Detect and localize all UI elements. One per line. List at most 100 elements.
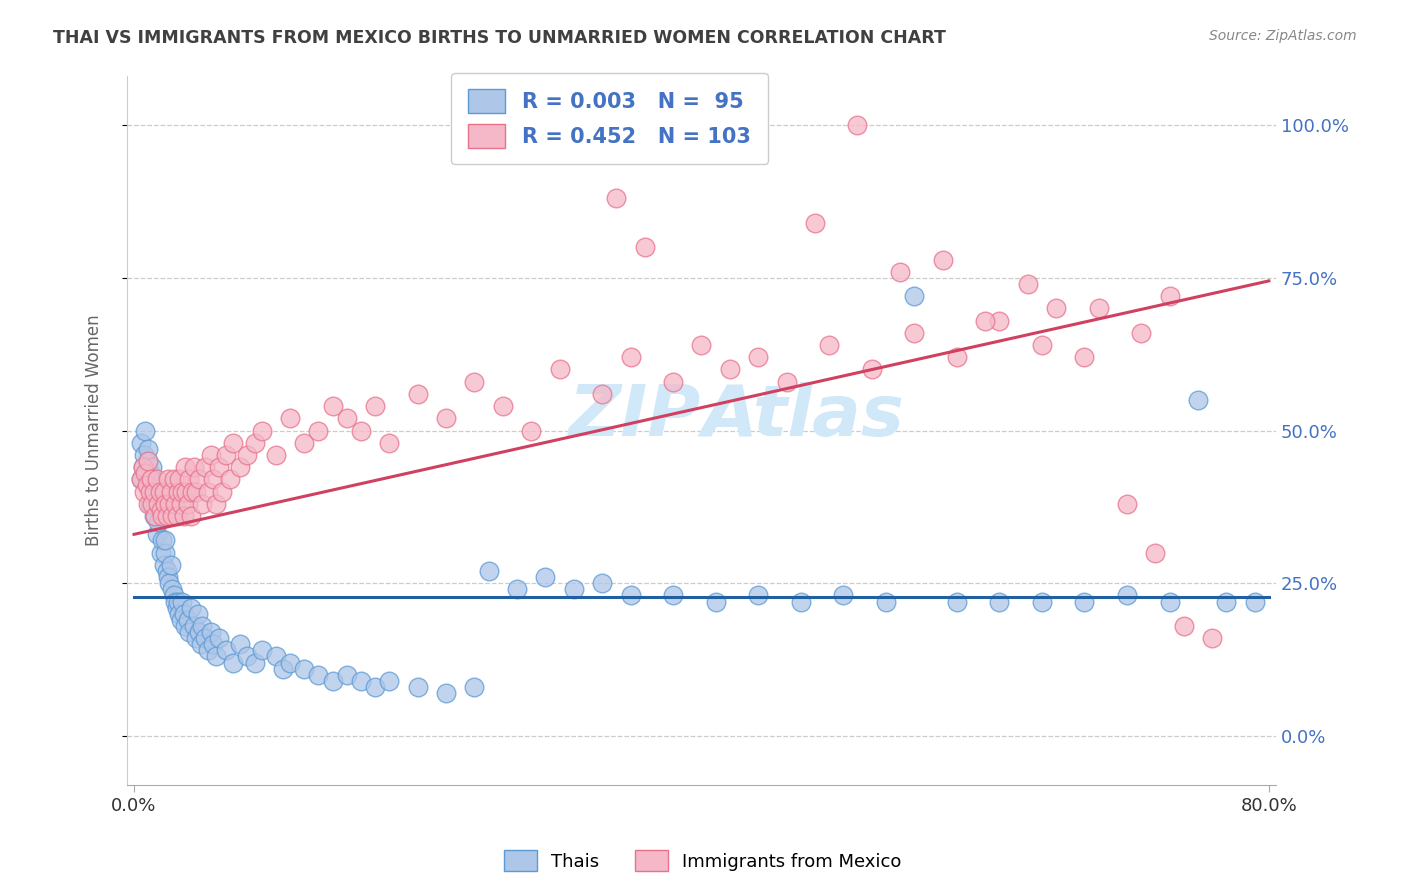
Point: [188, 472, 211, 486]
Point: [1116, 589, 1139, 603]
Point: [322, 399, 344, 413]
Point: [163, 589, 186, 603]
Point: [818, 338, 841, 352]
Point: [506, 582, 529, 597]
Point: [190, 637, 212, 651]
Point: [197, 484, 219, 499]
Point: [191, 619, 214, 633]
Legend: R = 0.003   N =  95, R = 0.452   N = 103: R = 0.003 N = 95, R = 0.452 N = 103: [451, 72, 768, 164]
Point: [157, 472, 180, 486]
Point: [350, 673, 373, 688]
Point: [307, 424, 329, 438]
Point: [155, 497, 177, 511]
Point: [704, 118, 727, 132]
Point: [143, 497, 166, 511]
Point: [931, 252, 953, 267]
Point: [676, 118, 699, 132]
Point: [1159, 289, 1181, 303]
Point: [222, 435, 245, 450]
Point: [1187, 392, 1209, 407]
Point: [180, 509, 202, 524]
Point: [150, 533, 173, 548]
Point: [278, 411, 301, 425]
Point: [200, 448, 222, 462]
Point: [1031, 338, 1053, 352]
Point: [135, 478, 157, 492]
Point: [152, 558, 174, 572]
Point: [179, 625, 201, 640]
Point: [307, 668, 329, 682]
Point: [173, 509, 195, 524]
Point: [945, 594, 967, 608]
Text: THAI VS IMMIGRANTS FROM MEXICO BIRTHS TO UNMARRIED WOMEN CORRELATION CHART: THAI VS IMMIGRANTS FROM MEXICO BIRTHS TO…: [53, 29, 946, 46]
Point: [434, 411, 457, 425]
Point: [988, 313, 1011, 327]
Point: [194, 631, 217, 645]
Point: [142, 484, 165, 499]
Point: [619, 589, 641, 603]
Point: [478, 564, 501, 578]
Point: [1243, 594, 1265, 608]
Y-axis label: Births to Unmarried Women: Births to Unmarried Women: [86, 315, 103, 546]
Point: [183, 619, 205, 633]
Text: ZIP: ZIP: [569, 382, 702, 450]
Point: [143, 509, 166, 524]
Point: [174, 619, 197, 633]
Point: [775, 375, 797, 389]
Point: [974, 313, 997, 327]
Point: [141, 460, 163, 475]
Point: [336, 411, 359, 425]
Point: [143, 478, 166, 492]
Point: [131, 460, 153, 475]
Point: [169, 472, 191, 486]
Point: [236, 649, 259, 664]
Point: [132, 448, 155, 462]
Point: [162, 509, 184, 524]
Point: [205, 649, 228, 664]
Point: [704, 594, 727, 608]
Point: [169, 607, 191, 621]
Point: [662, 589, 685, 603]
Point: [790, 594, 813, 608]
Point: [139, 484, 162, 499]
Point: [136, 454, 159, 468]
Point: [152, 484, 174, 499]
Point: [205, 497, 228, 511]
Point: [180, 600, 202, 615]
Point: [463, 680, 485, 694]
Point: [149, 503, 172, 517]
Point: [200, 625, 222, 640]
Point: [690, 338, 713, 352]
Point: [215, 448, 238, 462]
Point: [135, 467, 157, 481]
Point: [271, 662, 294, 676]
Point: [292, 435, 315, 450]
Point: [138, 467, 160, 481]
Point: [211, 484, 233, 499]
Point: [148, 484, 170, 499]
Point: [945, 350, 967, 364]
Point: [159, 497, 181, 511]
Point: [1073, 594, 1095, 608]
Point: [264, 448, 287, 462]
Point: [215, 643, 238, 657]
Point: [229, 637, 252, 651]
Point: [548, 362, 571, 376]
Point: [145, 472, 167, 486]
Point: [492, 399, 515, 413]
Point: [142, 509, 165, 524]
Point: [188, 625, 211, 640]
Point: [378, 673, 401, 688]
Point: [186, 484, 208, 499]
Point: [1031, 594, 1053, 608]
Point: [846, 118, 869, 132]
Point: [434, 686, 457, 700]
Point: [1130, 326, 1153, 340]
Point: [1045, 301, 1067, 316]
Point: [278, 656, 301, 670]
Point: [131, 460, 153, 475]
Point: [186, 631, 208, 645]
Point: [364, 680, 387, 694]
Point: [157, 570, 180, 584]
Point: [634, 240, 657, 254]
